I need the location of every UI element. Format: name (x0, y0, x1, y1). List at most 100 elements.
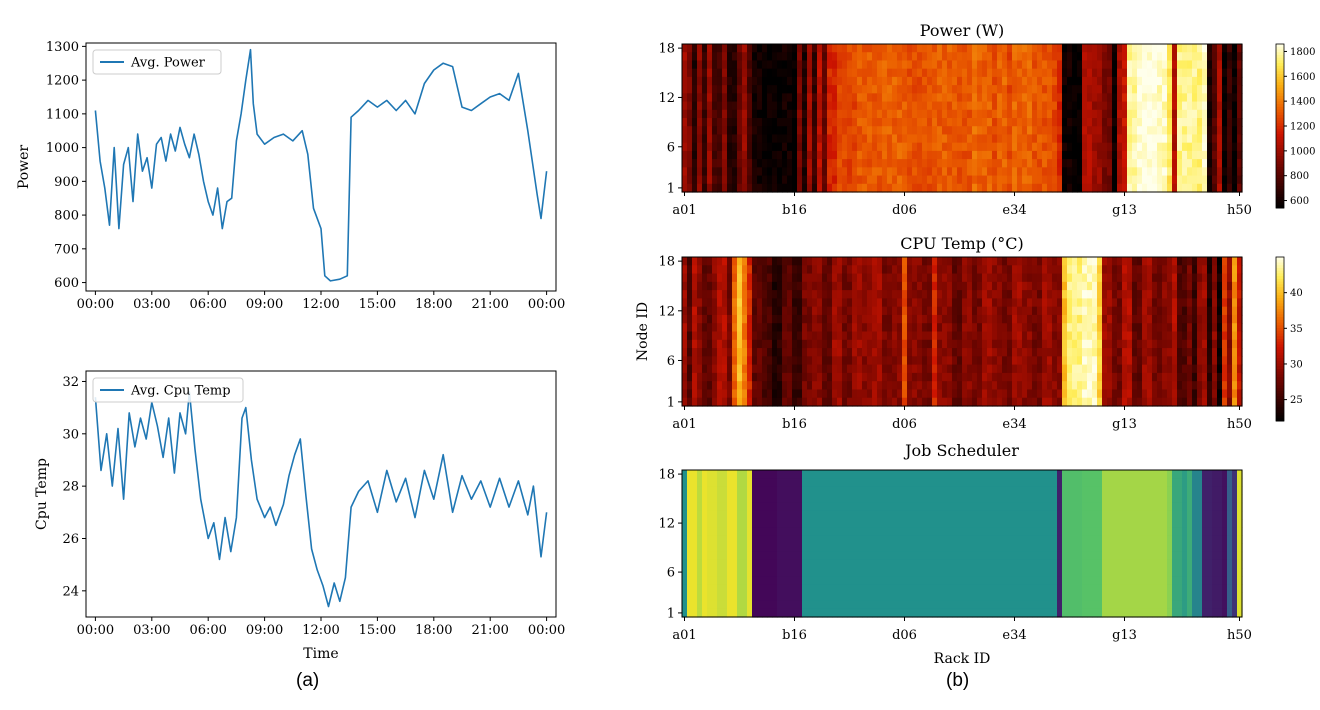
heatmap-cell (712, 85, 718, 94)
heatmap-cell (757, 356, 763, 366)
heatmap-cell (722, 109, 728, 119)
heatmap-cell (737, 381, 743, 391)
heatmap-cell (1102, 126, 1108, 136)
heatmap-cell (752, 68, 758, 78)
heatmap-cell (967, 323, 973, 333)
heatmap-cell (1167, 109, 1173, 119)
colorbar-segment (1276, 401, 1284, 406)
heatmap-cell (1192, 298, 1198, 308)
heatmap-cell (1072, 150, 1078, 160)
heatmap-cell (1182, 273, 1188, 283)
heatmap-cell (697, 281, 703, 291)
heatmap-cell (1187, 175, 1193, 185)
heatmap-cell (1207, 93, 1213, 103)
heatmap-cell (722, 576, 728, 585)
heatmap-cell (822, 273, 828, 283)
heatmap-cell (757, 52, 763, 62)
heatmap-cell (807, 608, 813, 618)
heatmap-cell (782, 348, 788, 357)
heatmap-cell (682, 68, 688, 78)
power-heatmap: Power (W)a01 b16 d06 e34 g13 h501612186008001… (658, 21, 1315, 218)
heatmap-cell (1052, 257, 1058, 266)
heatmap-cell (1237, 389, 1243, 399)
heatmap-cell (727, 535, 733, 545)
heatmap-cell (1232, 126, 1238, 136)
heatmap-cell (857, 109, 863, 119)
heatmap-cell (757, 551, 763, 561)
heatmap-cell (1137, 183, 1143, 193)
heatmap-cell (712, 134, 718, 144)
heatmap-cell (872, 551, 878, 561)
heatmap-cell (897, 372, 903, 382)
heatmap-cell (907, 68, 913, 78)
heatmap-cell (1097, 167, 1103, 177)
heatmap-cell (1102, 290, 1108, 299)
heatmap-cell (837, 339, 843, 349)
heatmap-cell (982, 167, 988, 177)
heatmap-cell (957, 44, 963, 53)
heatmap-cell (832, 559, 838, 569)
heatmap-cell (742, 167, 748, 177)
colorbar-segment (1276, 158, 1284, 163)
heatmap-cell (782, 109, 788, 119)
heatmap-cell (837, 159, 843, 168)
heatmap-cell (727, 470, 733, 479)
heatmap-cell (707, 356, 713, 366)
heatmap-cell (922, 290, 928, 299)
heatmap-cell (962, 159, 968, 168)
heatmap-cell (902, 159, 908, 168)
heatmap-cell (752, 167, 758, 177)
heatmap-cell (1012, 183, 1018, 193)
heatmap-cell (1107, 159, 1113, 168)
heatmap-cell (1037, 60, 1043, 70)
heatmap-cell (827, 142, 833, 152)
heatmap-cell (887, 348, 893, 357)
heatmap-cell (837, 306, 843, 316)
heatmap-cell (872, 364, 878, 374)
heatmap-cell (687, 502, 693, 512)
heatmap-cell (1017, 52, 1023, 62)
heatmap-cell (957, 306, 963, 316)
heatmap-cell (872, 265, 878, 275)
heatmap-cell (777, 109, 783, 119)
heatmap-cell (812, 76, 818, 86)
heatmap-cell (1032, 68, 1038, 78)
heatmap-cell (862, 314, 868, 324)
heatmap-cell (937, 356, 943, 366)
heatmap-cell (1027, 159, 1033, 168)
heatmap-cell (837, 356, 843, 366)
heatmap-cell (1147, 101, 1153, 111)
heatmap-cell (737, 600, 743, 610)
heatmap-cell (742, 543, 748, 553)
heatmap-cell (1077, 257, 1083, 266)
heatmap-cell (772, 175, 778, 185)
heatmap-cell (757, 510, 763, 520)
heatmap-cell (952, 142, 958, 152)
heatmap-cell (907, 265, 913, 275)
heatmap-cell (1017, 76, 1023, 86)
heatmap-cell (797, 183, 803, 193)
colorbar-segment (1276, 303, 1284, 307)
heatmap-cell (962, 389, 968, 399)
heatmap-cell (877, 397, 883, 407)
heatmap-cell (712, 389, 718, 399)
heatmap-cell (1157, 118, 1163, 127)
heatmap-cell (712, 265, 718, 275)
heatmap-cell (1077, 76, 1083, 86)
heatmap-cell (772, 494, 778, 504)
heatmap-cell (832, 273, 838, 283)
heatmap-cell (1032, 331, 1038, 341)
heatmap-cell (1097, 76, 1103, 86)
heatmap-cell (837, 372, 843, 382)
heatmap-cell (812, 109, 818, 119)
heatmap-cell (937, 60, 943, 70)
heatmap-cell (1107, 339, 1113, 349)
heatmap-cell (1102, 68, 1108, 78)
heatmap-cell (832, 52, 838, 62)
heatmap-cell (817, 608, 823, 618)
heatmap-cell (1167, 126, 1173, 136)
heatmap-cell (707, 281, 713, 291)
heatmap-cell (837, 608, 843, 618)
heatmap-cell (1237, 126, 1243, 136)
heatmap-cell (992, 150, 998, 160)
